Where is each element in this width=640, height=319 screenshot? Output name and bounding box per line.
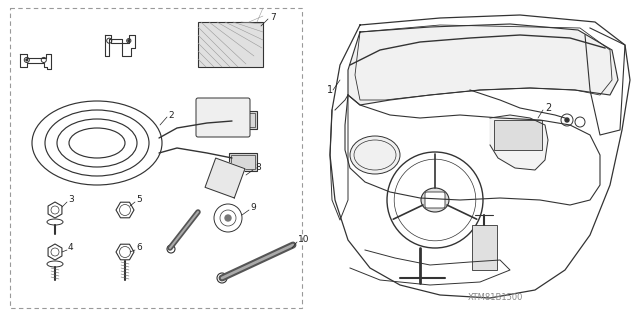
Bar (472, 225, 497, 270)
Bar (231, 113, 255, 127)
Text: 8: 8 (255, 164, 260, 173)
Circle shape (565, 118, 569, 122)
Text: 5: 5 (136, 196, 141, 204)
Text: 4: 4 (68, 243, 74, 253)
Text: 6: 6 (136, 243, 141, 253)
Circle shape (128, 40, 130, 41)
Text: 1: 1 (327, 85, 333, 95)
Text: 9: 9 (250, 204, 256, 212)
Bar (10, 8, 302, 308)
Text: 3: 3 (68, 196, 74, 204)
Bar (494, 120, 542, 150)
Text: 10: 10 (298, 235, 310, 244)
Circle shape (220, 276, 224, 280)
Polygon shape (348, 24, 618, 105)
FancyBboxPatch shape (196, 98, 250, 137)
Bar (229, 153, 257, 171)
Bar (229, 111, 257, 129)
Circle shape (225, 215, 231, 221)
Text: 2: 2 (168, 110, 173, 120)
FancyBboxPatch shape (425, 192, 445, 208)
Polygon shape (490, 115, 548, 170)
Bar (231, 155, 255, 169)
Text: XTM81B1500: XTM81B1500 (467, 293, 523, 302)
Circle shape (26, 59, 28, 61)
Text: 2: 2 (545, 103, 551, 113)
Bar (198, 22, 263, 67)
Ellipse shape (350, 136, 400, 174)
Polygon shape (205, 158, 245, 198)
Text: 7: 7 (270, 12, 276, 21)
Ellipse shape (421, 188, 449, 212)
